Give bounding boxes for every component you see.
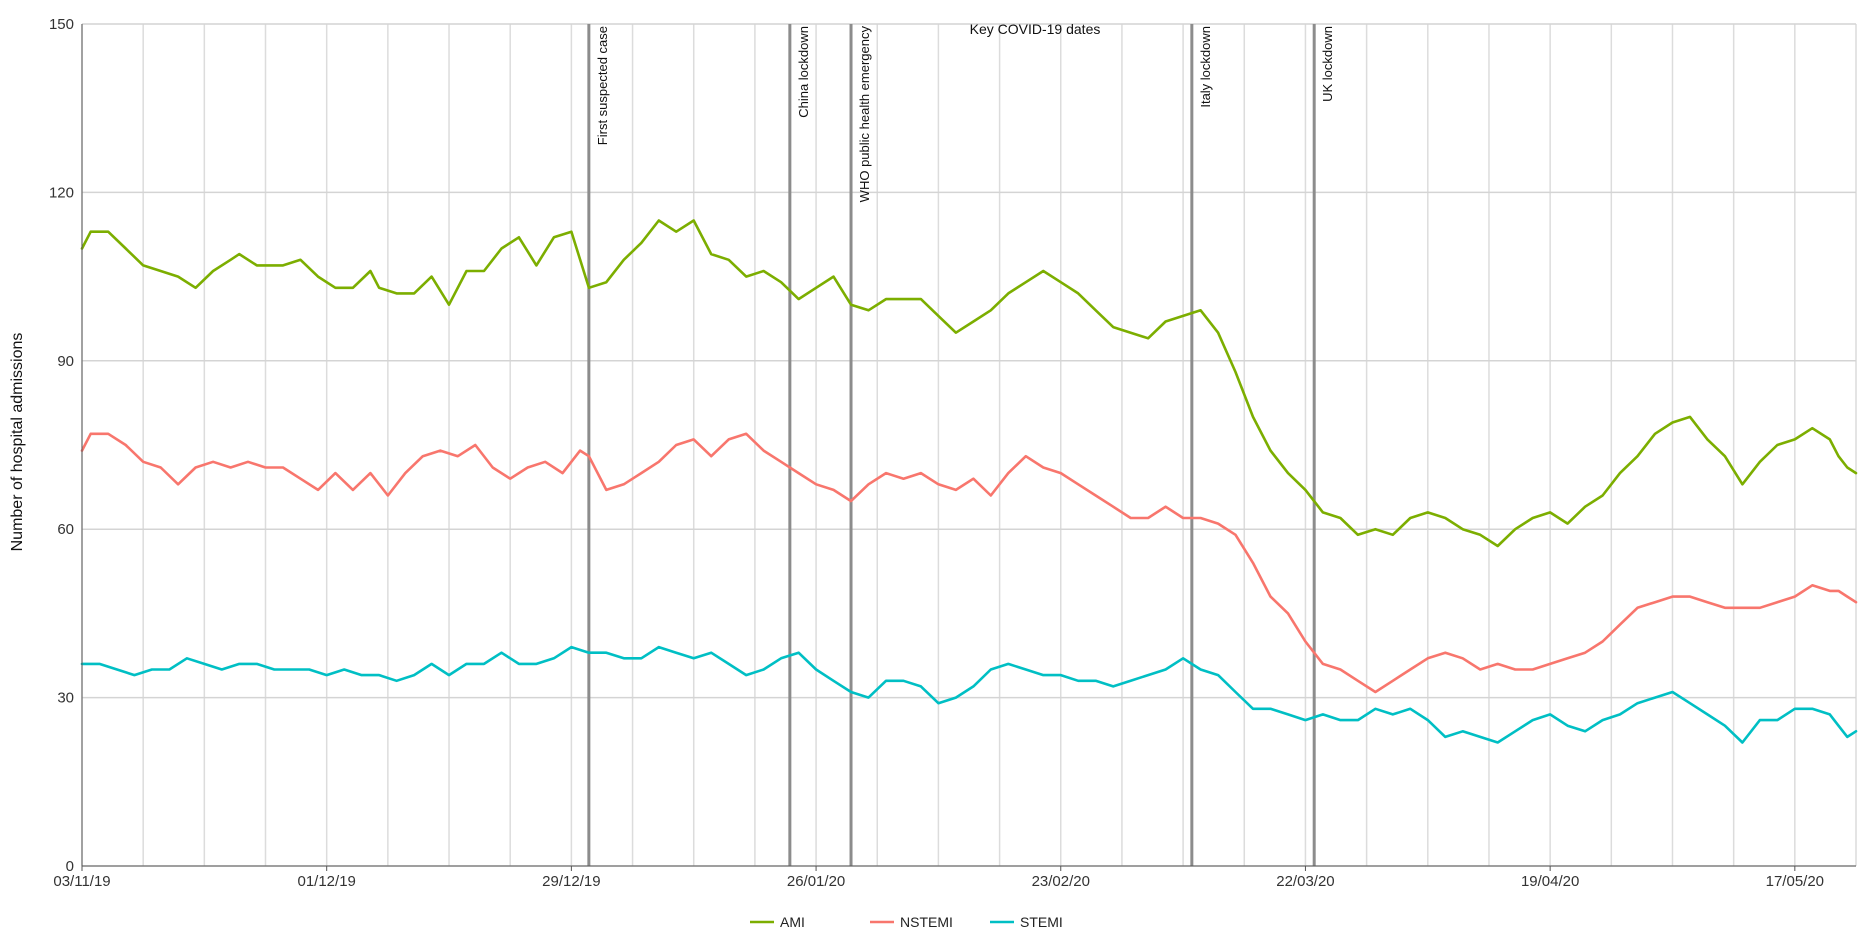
y-tick-label: 60: [57, 521, 74, 538]
series-line-ami: [80, 219, 1858, 548]
axes: 0 30 60 90 120 150 03/11/19 01/12/19 29/12/19 26/…: [49, 16, 1856, 890]
legend-label-nstemi: NSTEMI: [900, 914, 953, 930]
y-tick-label: 0: [66, 858, 74, 875]
x-tick-label: 17/05/20: [1766, 873, 1824, 890]
x-tick-label: 23/02/20: [1032, 873, 1090, 890]
x-tick-label: 22/03/20: [1276, 873, 1334, 890]
y-tick-label: 150: [49, 16, 74, 33]
x-tick-label: 26/01/20: [787, 873, 845, 890]
series-line-stemi: [80, 645, 1858, 744]
y-tick-label: 30: [57, 690, 74, 707]
y-tick-label: 120: [49, 184, 74, 201]
y-tick-label: 90: [57, 353, 74, 370]
series-line-nstemi: [80, 432, 1858, 694]
gridlines: [81, 23, 1857, 867]
legend-label-stemi: STEMI: [1020, 914, 1063, 930]
event-markers: First suspected case China lockdown WHO pu…: [587, 24, 1335, 866]
y-axis-title: Number of hospital admissions: [9, 333, 26, 552]
event-label: Italy lockdown: [1198, 26, 1213, 108]
event-label: First suspected case: [595, 26, 610, 145]
event-label: WHO public health emergency: [857, 26, 872, 203]
event-label: UK lockdown: [1320, 26, 1335, 102]
series-lines: [80, 219, 1858, 744]
event-label: China lockdown: [796, 26, 811, 118]
x-tick-label: 19/04/20: [1521, 873, 1579, 890]
legend-label-ami: AMI: [780, 914, 805, 930]
chart-title: Key COVID-19 dates: [970, 21, 1101, 37]
x-tick-label: 01/12/19: [297, 873, 355, 890]
legend: AMI NSTEMI STEMI: [750, 914, 1063, 930]
x-tick-label: 03/11/19: [53, 873, 110, 890]
x-tick-label: 29/12/19: [542, 873, 600, 890]
